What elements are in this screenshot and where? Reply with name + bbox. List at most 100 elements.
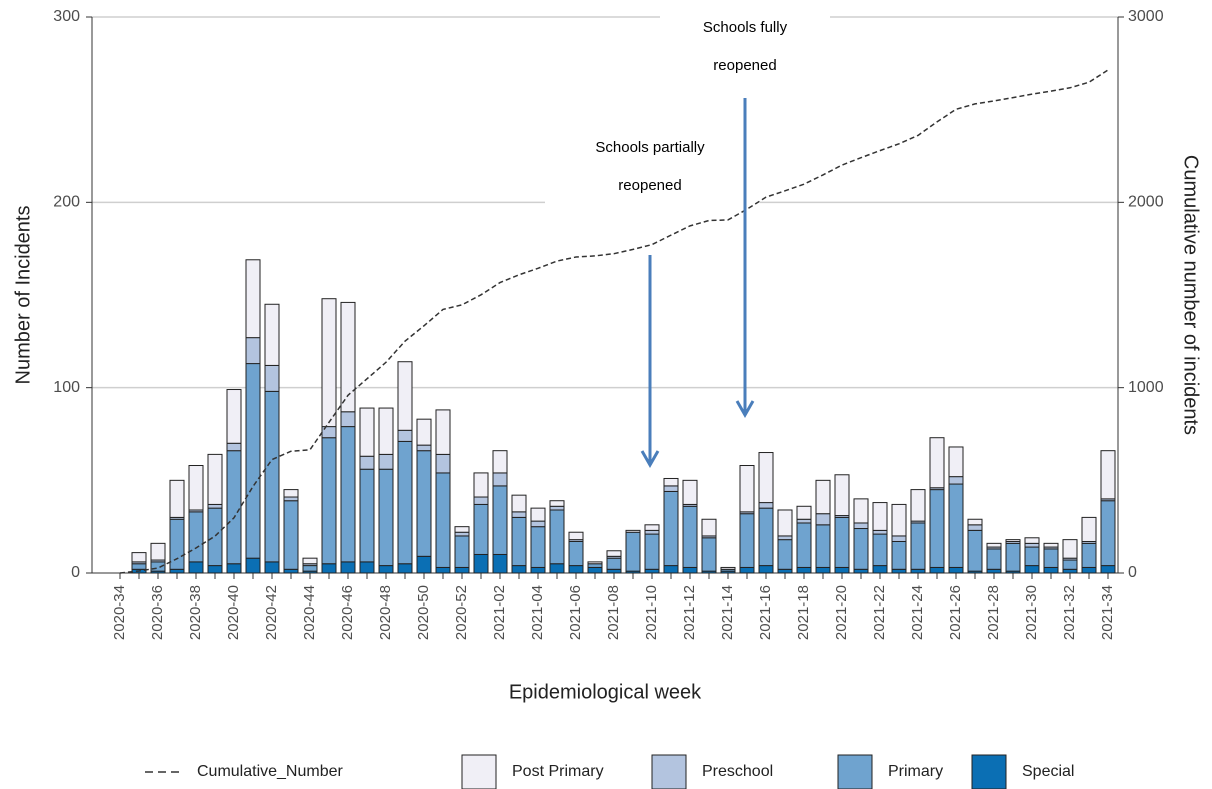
bar-segment [207, 507, 223, 567]
bar-segment [435, 453, 451, 474]
bar-segment [169, 479, 185, 518]
bar-segment [739, 513, 755, 568]
bar-segment [663, 477, 679, 487]
y2-axis-title: Cumulative number of incidents [1180, 155, 1202, 435]
bar-segment [1024, 537, 1040, 544]
bar-segment [1062, 539, 1078, 559]
annotation-box [545, 125, 760, 205]
x-tick-label: 2021-26 [947, 585, 964, 640]
bar-segment [777, 568, 793, 574]
y2-tick-label: 2000 [1128, 194, 1164, 211]
bar-segment [416, 555, 432, 574]
bar-segment [910, 489, 926, 522]
bar-segment [511, 494, 527, 513]
bar-segment [1062, 559, 1078, 570]
bar-segment [758, 502, 774, 509]
bar-segment [492, 485, 508, 555]
bar-segment [321, 298, 337, 428]
bar-segment [169, 518, 185, 570]
bar-segment [644, 568, 660, 574]
bar-segment [188, 561, 204, 574]
bar-segment [473, 496, 489, 505]
bar-segment [226, 389, 242, 444]
bar-segment [283, 500, 299, 570]
bar-segment [720, 566, 736, 570]
bar-segment [853, 528, 869, 570]
bar-segment [530, 526, 546, 568]
bar-segment [853, 522, 869, 530]
bar-segment [454, 526, 470, 533]
y-tick-label: 300 [53, 8, 80, 25]
bar-segment [378, 407, 394, 455]
bar-segment [302, 565, 318, 572]
bar-segment [245, 363, 261, 559]
x-tick-label: 2021-18 [795, 585, 812, 640]
x-tick-label: 2020-34 [111, 585, 128, 640]
bar-segment [283, 496, 299, 502]
y-axis-title: Number of Incidents [12, 206, 34, 385]
bar-segment [948, 483, 964, 568]
y2-tick-label: 3000 [1128, 8, 1164, 25]
bar-segment [568, 565, 584, 574]
bar-segment [663, 490, 679, 567]
bar-segment [549, 563, 565, 574]
bar-segment [416, 450, 432, 557]
bar-segment [283, 568, 299, 574]
annotation-text: reopened [618, 177, 681, 194]
bar-segment [378, 565, 394, 574]
bar-segment [1081, 542, 1097, 568]
bar-segment [530, 520, 546, 528]
bar-segment [967, 518, 983, 526]
bar-segment [815, 513, 831, 526]
bar-segment [416, 418, 432, 446]
x-tick-label: 2020-52 [453, 585, 470, 640]
bar-segment [1005, 542, 1021, 572]
annotation-arrowhead [640, 450, 660, 469]
bar-segment [340, 426, 356, 563]
bar-segment [397, 440, 413, 565]
bar-segment [986, 542, 1002, 548]
y-tick-label: 100 [53, 379, 80, 396]
bar-segment [340, 301, 356, 413]
bar-segment [777, 539, 793, 570]
bar-segment [967, 524, 983, 531]
x-tick-label: 2020-46 [339, 585, 356, 640]
bar-segment [644, 533, 660, 570]
bar-segment [207, 453, 223, 505]
bar-segment [644, 529, 660, 535]
x-tick-label: 2021-28 [985, 585, 1002, 640]
bar-segment [929, 437, 945, 489]
legend-label: Primary [888, 763, 943, 780]
bar-segment [986, 568, 1002, 574]
annotation-text: Schools partially [595, 139, 705, 156]
x-tick-label: 2021-10 [643, 585, 660, 640]
x-tick-label: 2021-06 [567, 585, 584, 640]
bar-segment [1100, 565, 1116, 574]
bar-segment [891, 540, 907, 570]
bar-segment [1062, 568, 1078, 574]
bar-segment [701, 518, 717, 537]
annotation-text: Schools fully [703, 19, 788, 36]
bar-segment [834, 566, 850, 574]
x-tick-label: 2020-38 [187, 585, 204, 640]
bar-segment [568, 531, 584, 541]
bar-segment [1100, 450, 1116, 500]
bar-segment [226, 450, 242, 565]
bar-segment [701, 537, 717, 572]
bar-segment [416, 444, 432, 452]
bar-segment [549, 509, 565, 565]
x-tick-label: 2020-40 [225, 585, 242, 640]
bar-segment [777, 509, 793, 537]
bar-segment [473, 503, 489, 555]
bar-segment [796, 505, 812, 520]
bar-segment [378, 468, 394, 567]
bar-segment [150, 561, 166, 572]
bar-segment [1043, 548, 1059, 568]
bar-segment [948, 446, 964, 478]
bar-segment [492, 450, 508, 474]
bar-segment [815, 566, 831, 574]
bar-segment [169, 568, 185, 574]
bar-segment [397, 429, 413, 442]
annotation-text: reopened [713, 57, 776, 74]
